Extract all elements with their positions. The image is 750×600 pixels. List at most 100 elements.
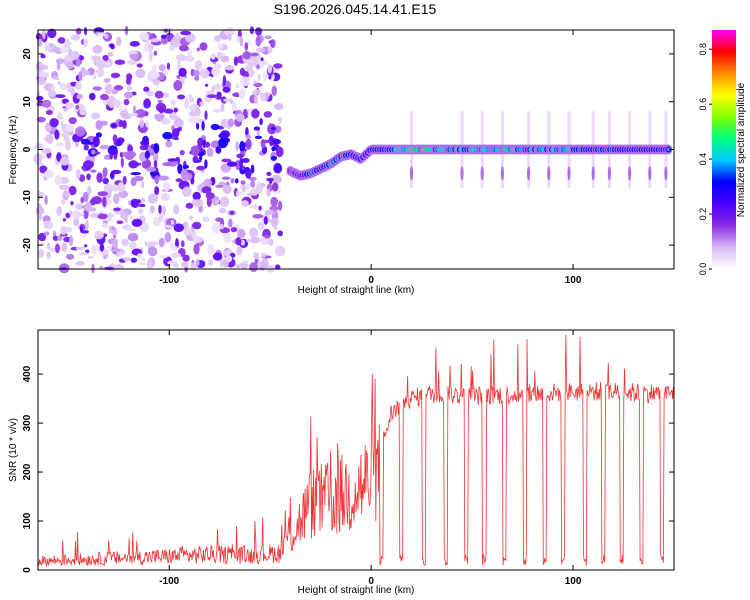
spectrogram-cell: [213, 83, 222, 91]
spectrogram-cell: [104, 83, 113, 95]
spectrogram-cell: [149, 38, 160, 43]
spectrogram-cell: [75, 58, 81, 67]
spectrogram-cell: [267, 238, 274, 246]
spectrogram-cell: [211, 222, 221, 234]
spectrogram-cell: [191, 199, 202, 206]
spectrogram-cell: [64, 38, 71, 49]
spectrogram-cell: [153, 143, 160, 154]
spectrogram-cell: [215, 146, 222, 154]
spectrogram-cell: [85, 219, 89, 231]
spectrogram-cell: [214, 35, 222, 42]
spectrogram-cell: [38, 214, 43, 221]
colorbar-tick-label: 0.2: [698, 208, 708, 221]
spectrogram-cell: [55, 58, 65, 64]
spectrogram-cell: [237, 228, 246, 239]
spectrogram-cell: [161, 118, 171, 125]
spectrogram-cell: [173, 80, 183, 91]
snr-y-tick-label: 0: [22, 567, 33, 573]
spectrogram-cell: [264, 234, 270, 239]
spectrogram-cell: [65, 253, 75, 260]
colorbar-tick-label: 0.4: [698, 153, 708, 166]
spectrogram-cell: [102, 196, 107, 208]
spectrogram-cell: [138, 262, 147, 266]
spectrogram-cell: [45, 122, 52, 133]
spectrogram-cell: [196, 165, 206, 171]
spectrogram-y-ticks: -20 -10 0 10 20: [22, 48, 674, 252]
spectrogram-cell: [271, 182, 279, 192]
spectrogram-cell: [264, 209, 275, 215]
spectrogram-cell: [219, 223, 224, 230]
spectrogram-cell: [60, 226, 66, 235]
spectrogram-cell: [173, 204, 180, 215]
spectrogram-y-tick-label: 20: [22, 48, 33, 60]
spectrogram-cell: [190, 145, 200, 156]
spectrogram-cell: [206, 94, 218, 98]
spectrogram-cell: [137, 253, 143, 259]
spectrogram-cell: [36, 116, 46, 123]
spectrogram-cell: [182, 164, 190, 169]
colorbar-tick-label: 0.0: [698, 263, 708, 276]
spectrogram-cell: [199, 155, 203, 161]
spectrogram-cell: [245, 138, 252, 150]
spectrogram-cell: [218, 137, 228, 149]
spectrogram-cell: [196, 121, 200, 130]
spectrogram-cell: [83, 70, 90, 76]
spectrogram-pulse-tail: [460, 166, 464, 181]
spectrogram-cell: [75, 81, 82, 91]
spectrogram-cell: [162, 162, 173, 167]
spectrogram-x-tick-label: 0: [368, 275, 374, 286]
spectrogram-cell: [47, 28, 57, 39]
spectrogram-cell: [273, 103, 284, 110]
spectrogram-cell: [192, 191, 201, 201]
spectrogram-cell: [56, 142, 64, 147]
spectrogram-cell: [36, 95, 44, 101]
spectrogram-cell: [235, 113, 245, 122]
spectrogram-cell: [220, 130, 231, 139]
spectrogram-cell: [35, 162, 44, 166]
spectrogram-cell: [47, 90, 57, 97]
spectrogram-cell: [75, 168, 81, 180]
spectrogram-cell: [271, 138, 281, 145]
spectrogram-cell: [182, 186, 192, 197]
spectrogram-cell: [239, 67, 246, 76]
spectrogram-cell: [108, 149, 119, 156]
spectrogram-cell: [44, 44, 48, 52]
spectrogram-cell: [117, 181, 126, 193]
spectrogram-cell: [37, 249, 45, 258]
spectrogram-pulse-tail: [591, 166, 595, 181]
spectrogram-cell: [270, 217, 279, 227]
spectrogram-cell: [116, 106, 127, 111]
spectrogram-cell: [257, 74, 261, 82]
spectrogram-cell: [113, 207, 121, 212]
spectrogram-cell: [93, 231, 104, 240]
spectrogram-cell: [162, 181, 170, 192]
spectrogram-cell: [204, 110, 208, 120]
spectrogram-cell: [183, 228, 193, 236]
spectrogram-cell: [229, 100, 234, 104]
spectrogram-cell: [75, 104, 80, 110]
spectrogram-cell: [244, 42, 249, 51]
spectrogram-cell: [57, 80, 61, 85]
spectrogram-cell: [199, 68, 210, 79]
spectrogram-cell: [227, 33, 232, 41]
spectrogram-cell: [201, 121, 205, 131]
spectrogram-cell: [62, 218, 67, 222]
spectrogram-cell: [275, 146, 284, 158]
spectrogram-cell: [144, 241, 148, 247]
spectrogram-cell: [219, 196, 230, 207]
spectrogram-cell: [158, 175, 170, 181]
spectrogram-cell: [267, 46, 273, 54]
spectrogram-cell: [110, 44, 115, 50]
spectrogram-cell: [241, 260, 249, 264]
snr-x-tick-label: 0: [368, 576, 374, 587]
spectrogram-pulse-tail: [409, 166, 414, 181]
spectrogram-cell: [181, 261, 189, 268]
spectrogram-cell: [113, 85, 124, 91]
spectrogram-cell: [42, 28, 46, 40]
spectrogram-cell: [122, 175, 127, 185]
spectrogram-cell: [235, 237, 242, 246]
spectrogram-cell: [184, 56, 195, 62]
spectrogram-cell: [194, 107, 201, 117]
spectrogram-cell: [44, 169, 54, 179]
